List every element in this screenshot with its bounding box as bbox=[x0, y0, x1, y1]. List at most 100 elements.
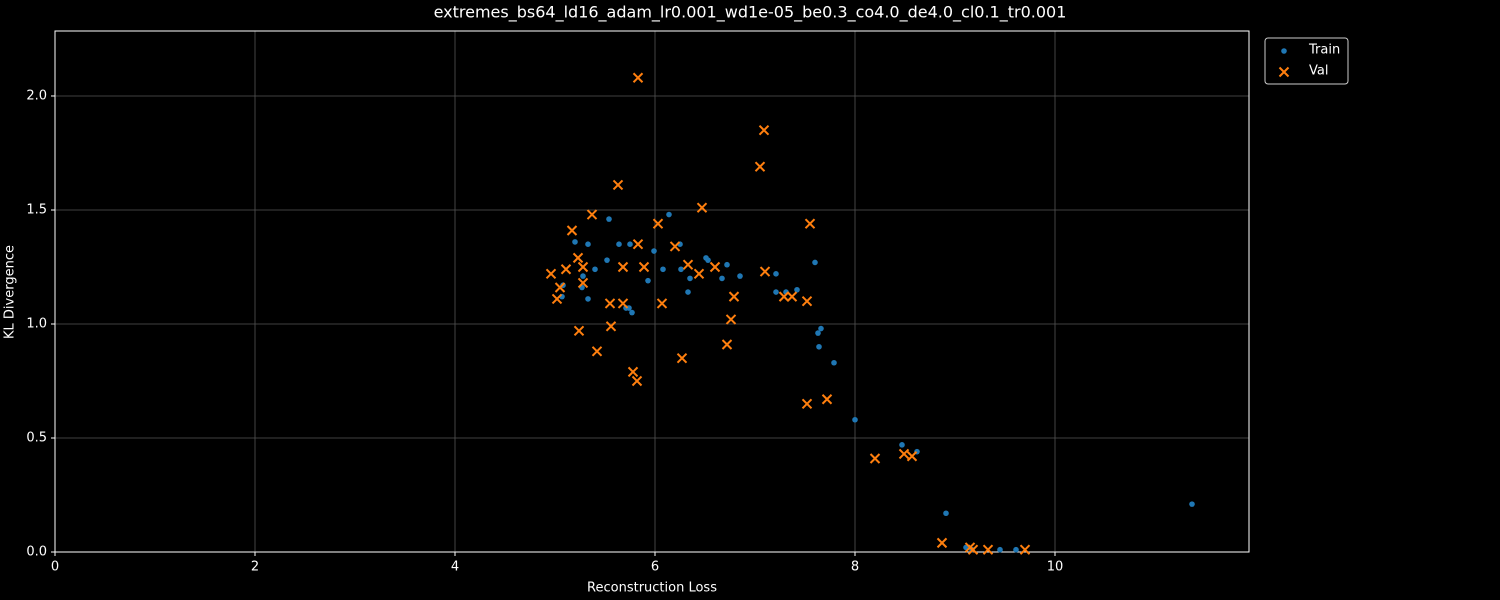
point bbox=[778, 291, 790, 302]
point bbox=[737, 273, 743, 279]
point bbox=[724, 261, 730, 268]
point bbox=[638, 261, 650, 273]
point bbox=[818, 325, 824, 332]
y-tick-label: 1.5 bbox=[26, 202, 47, 217]
point bbox=[572, 252, 584, 264]
point bbox=[580, 273, 586, 279]
point bbox=[554, 282, 566, 293]
x-tick-label: 8 bbox=[851, 560, 859, 575]
point bbox=[754, 161, 766, 172]
point bbox=[627, 366, 639, 378]
point bbox=[687, 275, 693, 282]
point bbox=[551, 293, 563, 305]
point bbox=[967, 544, 979, 555]
point bbox=[696, 202, 708, 213]
point bbox=[719, 275, 725, 282]
point bbox=[627, 241, 633, 247]
point bbox=[936, 537, 948, 549]
x-axis-label: Reconstruction Loss bbox=[587, 581, 717, 596]
point bbox=[773, 271, 779, 277]
point bbox=[585, 241, 591, 247]
point bbox=[759, 266, 771, 277]
point bbox=[591, 346, 603, 357]
point bbox=[852, 416, 858, 423]
y-tick-label: 1.0 bbox=[26, 316, 47, 331]
point bbox=[645, 277, 651, 284]
point bbox=[617, 261, 629, 273]
point bbox=[617, 298, 629, 309]
point bbox=[676, 352, 688, 364]
legend-label: Val bbox=[1309, 64, 1328, 79]
y-tick-label: 0.5 bbox=[26, 430, 47, 445]
point bbox=[631, 375, 643, 387]
point bbox=[605, 321, 617, 332]
point bbox=[1019, 544, 1031, 555]
chart-title: extremes_bs64_ld16_adam_lr0.001_wd1e-05_… bbox=[434, 3, 1067, 23]
point bbox=[821, 394, 833, 405]
legend-marker bbox=[1281, 48, 1287, 54]
plot-frame bbox=[54, 30, 1250, 553]
point bbox=[656, 298, 668, 309]
point bbox=[721, 339, 733, 350]
point bbox=[592, 266, 598, 273]
x-tick-label: 10 bbox=[1047, 560, 1064, 575]
point bbox=[709, 261, 721, 273]
x-tick-label: 2 bbox=[251, 560, 259, 575]
point bbox=[573, 325, 585, 337]
point bbox=[906, 451, 918, 462]
point bbox=[982, 544, 994, 555]
point bbox=[728, 291, 740, 302]
x-tick-label: 4 bbox=[451, 560, 459, 575]
point bbox=[693, 268, 705, 280]
point bbox=[604, 257, 610, 263]
point bbox=[1013, 546, 1019, 553]
point bbox=[812, 259, 818, 266]
point bbox=[705, 257, 711, 263]
point bbox=[586, 209, 598, 220]
point bbox=[898, 448, 910, 460]
point bbox=[794, 286, 800, 293]
point bbox=[577, 277, 589, 289]
point bbox=[899, 442, 905, 448]
point bbox=[612, 179, 624, 191]
point bbox=[669, 241, 681, 252]
legend-label: Train bbox=[1308, 43, 1340, 58]
point bbox=[632, 72, 644, 83]
point bbox=[804, 218, 816, 229]
point bbox=[943, 510, 949, 517]
point bbox=[831, 359, 837, 366]
point bbox=[651, 248, 657, 254]
point bbox=[560, 264, 572, 275]
legend-marker bbox=[1278, 66, 1290, 78]
point bbox=[997, 546, 1003, 553]
point bbox=[632, 238, 644, 250]
y-axis-label: KL Divergence bbox=[3, 245, 18, 339]
point bbox=[725, 314, 737, 325]
point bbox=[577, 261, 589, 273]
point bbox=[604, 298, 616, 309]
point bbox=[816, 343, 822, 350]
point bbox=[585, 296, 591, 302]
x-tick-label: 0 bbox=[51, 560, 59, 575]
point bbox=[801, 295, 813, 307]
point bbox=[815, 330, 821, 336]
point bbox=[606, 216, 612, 222]
point bbox=[660, 266, 666, 273]
x-tick-label: 6 bbox=[651, 560, 659, 575]
point bbox=[678, 266, 684, 273]
point bbox=[786, 291, 798, 302]
y-tick-label: 0.0 bbox=[26, 545, 47, 560]
point bbox=[773, 289, 779, 295]
point bbox=[566, 225, 578, 236]
point bbox=[616, 241, 622, 247]
point bbox=[869, 453, 881, 464]
point bbox=[629, 309, 635, 316]
point bbox=[682, 259, 694, 270]
point bbox=[666, 211, 672, 218]
point bbox=[626, 305, 632, 311]
y-tick-label: 2.0 bbox=[26, 88, 47, 103]
point bbox=[652, 218, 664, 229]
